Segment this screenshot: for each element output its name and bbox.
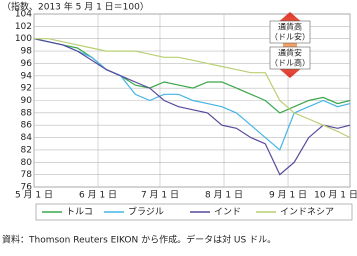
y-tick-label: 86 — [21, 121, 33, 131]
y-tick-label: 76 — [21, 183, 33, 193]
y-tick-label: 102 — [15, 22, 32, 32]
annotation: 通貨高 — [278, 22, 302, 32]
annotation: （ドル高） — [270, 58, 310, 68]
x-tick-label: 6 月 1 日 — [79, 190, 117, 201]
y-tick-label: 92 — [21, 84, 32, 94]
y-tick-label: 82 — [21, 145, 32, 155]
series-line — [33, 38, 351, 114]
x-tick-label: 10 月 1 日 — [314, 190, 357, 201]
y-tick-label: 104 — [15, 10, 32, 20]
y-tick-label: 88 — [21, 108, 33, 118]
x-tick-label: 5 月 1 日 — [15, 190, 53, 201]
series-line — [34, 38, 351, 139]
legend-label: インドネシア — [280, 207, 334, 218]
x-tick-label: 9 月 1 日 — [269, 190, 307, 201]
x-tick-label: 8 月 1 日 — [205, 190, 243, 201]
series-line — [33, 38, 351, 151]
y-tick-label: 78 — [21, 170, 33, 180]
y-tick-label: 84 — [21, 133, 33, 143]
legend-label: ブラジル — [128, 206, 164, 218]
legend-label: トルコ — [66, 208, 93, 218]
y-tick-label: 80 — [21, 158, 33, 168]
y-tick-label: 100 — [15, 34, 32, 44]
source-note: 資料：Thomson Reuters EIKON から作成。データは対 US ド… — [2, 234, 276, 246]
y-tick-label: 94 — [21, 71, 33, 81]
annotation: （ドル安） — [270, 32, 310, 42]
annotation-box — [269, 20, 311, 44]
y-tick-label: 90 — [21, 96, 33, 106]
annotation-box — [269, 46, 311, 70]
y-tick-label: 98 — [21, 47, 33, 57]
series-line — [33, 38, 351, 176]
chart-title: （指数、2013 年 5 月 1 日＝100） — [2, 1, 149, 13]
annotation: 通貨安 — [278, 48, 302, 58]
x-tick-label: 7 月 1 日 — [141, 190, 179, 201]
legend-label: インド — [214, 208, 241, 218]
y-tick-label: 96 — [21, 59, 33, 69]
